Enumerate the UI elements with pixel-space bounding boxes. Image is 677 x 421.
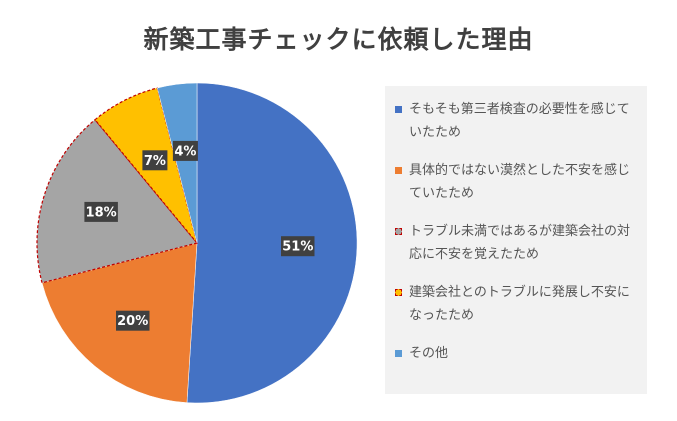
legend-label: トラブル未満ではあるが建築会社の対応に不安を覚えたため <box>409 224 631 262</box>
legend-item-3: トラブル未満ではあるが建築会社の対応に不安を覚えたため <box>395 220 641 266</box>
data-label-1: 51% <box>281 236 315 257</box>
legend-swatch <box>395 289 402 296</box>
legend-label: 建築会社とのトラブルに発展し不安になったため <box>409 285 630 323</box>
legend: そもそも第三者検査の必要性を感じていたため 具体的ではない漠然とした不安を感じてい… <box>385 86 647 394</box>
data-label-4: 7% <box>142 150 168 171</box>
legend-swatch <box>395 350 402 357</box>
data-label-text: 51% <box>282 240 313 255</box>
legend-swatch <box>395 228 402 235</box>
data-label-box <box>84 201 118 222</box>
legend-swatch <box>395 106 402 113</box>
legend-item-2: 具体的ではない漠然とした不安を感じていたため <box>395 159 641 205</box>
data-label-2: 20% <box>116 310 150 331</box>
legend-item-1: そもそも第三者検査の必要性を感じていたため <box>395 98 641 144</box>
data-label-text: 4% <box>174 144 196 159</box>
data-label-box <box>116 310 150 331</box>
data-label-5: 4% <box>172 140 198 161</box>
legend-swatch <box>395 167 402 174</box>
legend-label: その他 <box>409 346 449 361</box>
legend-item-4: 建築会社とのトラブルに発展し不安になったため <box>395 281 641 327</box>
pie-slice-5 <box>156 82 198 244</box>
legend-label: そもそも第三者検査の必要性を感じていたため <box>409 102 630 140</box>
data-label-text: 7% <box>144 154 166 169</box>
data-label-box <box>142 150 168 171</box>
data-label-text: 18% <box>86 205 117 220</box>
chart-title: 新築工事チェックに依頼した理由 <box>143 25 534 54</box>
data-label-3: 18% <box>84 201 118 222</box>
pie-slice-3 <box>36 118 199 284</box>
legend-label: 具体的ではない漠然とした不安を感じていたため <box>409 163 631 201</box>
data-label-box <box>172 140 198 161</box>
pie-slice-1 <box>186 82 358 404</box>
data-label-box <box>281 236 315 257</box>
legend-item-5: その他 <box>395 342 641 365</box>
data-label-text: 20% <box>117 314 148 329</box>
